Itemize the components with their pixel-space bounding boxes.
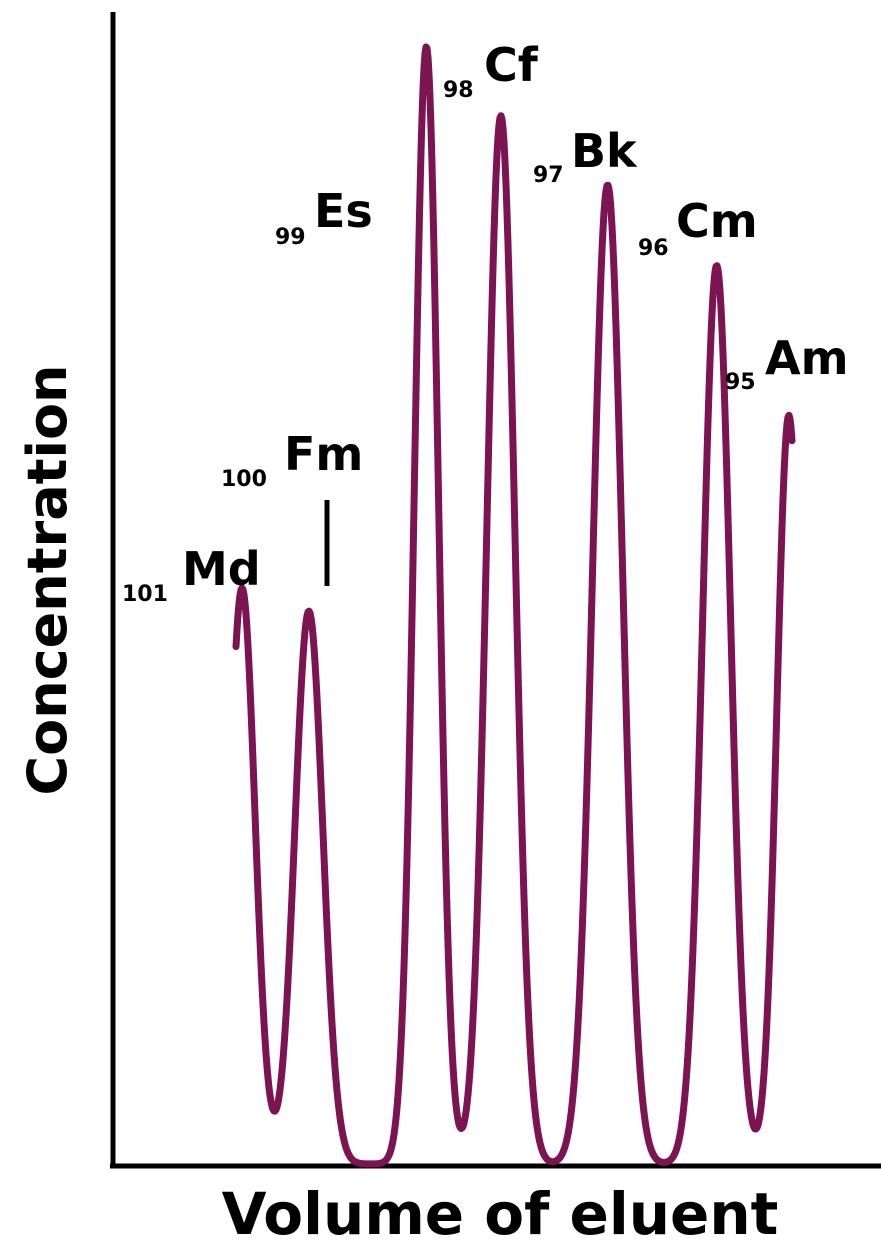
peak-label-fm-number: 100 [221, 467, 267, 492]
x-axis-label: Volume of eluent [222, 1180, 779, 1245]
peak-label-fm-symbol: Fm [284, 427, 363, 481]
y-axis-label: Concentration [16, 365, 79, 796]
peak-label-cm-number: 96 [638, 236, 669, 261]
peak-label-es-symbol: Es [314, 184, 373, 238]
peak-label-es-number: 99 [275, 225, 306, 250]
peak-label-cf-number: 98 [443, 78, 474, 103]
peak-label-cm-symbol: Cm [676, 194, 758, 248]
peak-labels: 101 Md 100 Fm 99 Es 98 Cf 97 Bk 96 Cm 95… [122, 38, 849, 607]
peak-label-am-number: 95 [725, 370, 756, 395]
elution-curve [232, 43, 796, 1168]
peak-label-md-symbol: Md [182, 542, 261, 596]
peak-label-md-number: 101 [122, 582, 168, 607]
peak-label-cf-symbol: Cf [484, 38, 539, 92]
peak-label-bk-symbol: Bk [571, 124, 638, 178]
peak-label-am-symbol: Am [765, 331, 849, 385]
peak-label-bk-number: 97 [533, 163, 564, 188]
